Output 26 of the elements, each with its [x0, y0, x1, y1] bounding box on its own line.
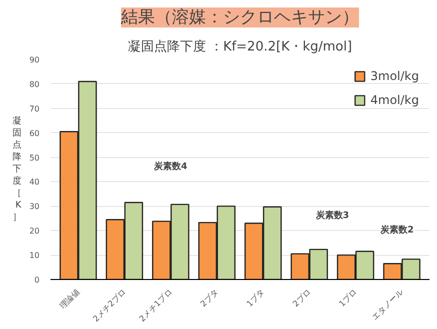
annotation: 炭素数3	[314, 210, 350, 221]
x-tick-label: 2プロ	[291, 287, 313, 309]
x-tick-label: 2メチ1プロ	[138, 287, 174, 324]
y-tick-label: 40	[29, 178, 40, 187]
text: 凝固点降下度［K］	[12, 116, 22, 222]
chart-subtitle: 凝固点降下度 ：Kf=20.2[K・kg/mol]	[128, 38, 352, 54]
x-tick-label: エタノール	[370, 287, 405, 322]
y-tick-label: 50	[29, 153, 40, 162]
x-tick-label: 1プロ	[337, 287, 359, 309]
x-tick-label: 2メチ2プロ	[91, 287, 128, 324]
y-tick-label: 90	[29, 56, 40, 64]
y-tick-label: 0	[34, 276, 40, 284]
chart-title: 結果（溶媒：シクロヘキサン）	[120, 8, 359, 28]
y-tick-label: 60	[29, 128, 40, 138]
y-tick-label: 70	[29, 104, 40, 114]
y-tick-label: 30	[29, 202, 40, 212]
annotation: 炭素数4	[153, 160, 188, 172]
x-tick-label: 2ブタ	[198, 287, 220, 309]
y-tick-label: 80	[29, 80, 40, 89]
annotation: 炭素数2	[380, 224, 414, 236]
x-tick-label: 理論値	[58, 287, 82, 311]
legend-label: 3mol/kg	[370, 69, 419, 83]
legend-label: 4mol/kg	[370, 93, 419, 107]
y-tick-label: 10	[29, 251, 40, 260]
y-tick-label: 20	[29, 226, 40, 236]
x-tick-label: 1ブタ	[245, 287, 266, 309]
